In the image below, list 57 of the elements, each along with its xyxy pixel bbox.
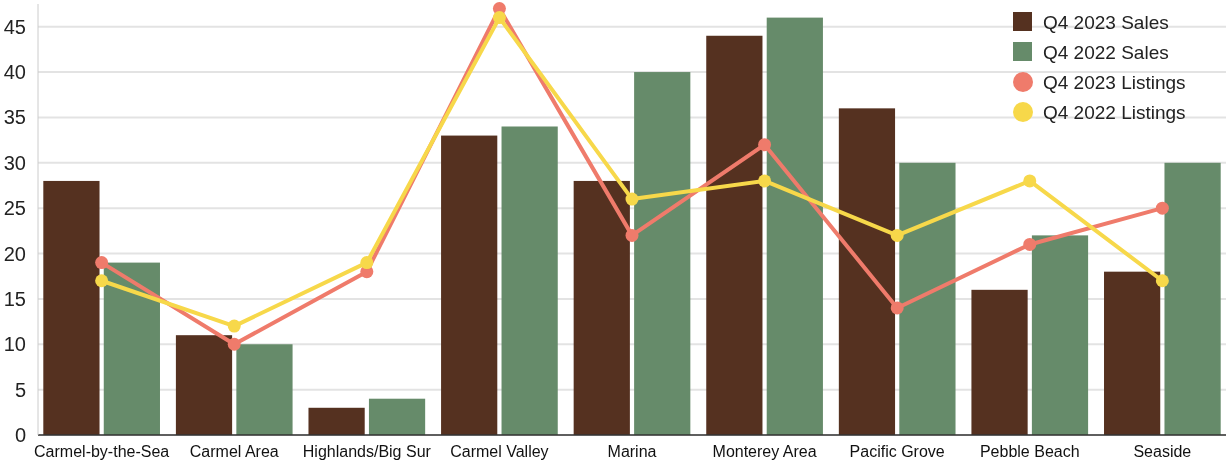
point xyxy=(890,228,904,242)
point xyxy=(492,11,506,25)
bar xyxy=(308,407,365,435)
point xyxy=(227,319,241,333)
x-tick-label: Carmel Valley xyxy=(450,443,549,460)
x-tick-label: Seaside xyxy=(1133,443,1192,460)
point xyxy=(95,274,109,288)
point xyxy=(1023,237,1037,251)
bar xyxy=(1164,162,1221,435)
point xyxy=(890,301,904,315)
bar xyxy=(501,126,558,435)
point xyxy=(625,192,639,206)
legend-label: Q4 2023 Sales xyxy=(1043,12,1169,33)
point xyxy=(227,337,241,351)
point xyxy=(360,256,374,270)
point xyxy=(1023,174,1037,188)
bar xyxy=(634,72,691,435)
bar xyxy=(971,289,1028,435)
bar xyxy=(573,180,630,435)
legend-label: Q4 2022 Listings xyxy=(1043,102,1186,123)
point xyxy=(758,174,772,188)
y-tick-label: 25 xyxy=(3,197,26,220)
x-tick-label: Pacific Grove xyxy=(849,443,945,460)
bar xyxy=(1031,235,1089,435)
y-tick-label: 40 xyxy=(3,61,26,84)
bar xyxy=(368,398,426,435)
point xyxy=(758,138,772,152)
legend-label: Q4 2022 Sales xyxy=(1043,42,1169,63)
bar xyxy=(899,162,956,435)
y-tick-label: 5 xyxy=(14,378,26,401)
y-tick-label: 10 xyxy=(3,333,26,356)
legend-label: Q4 2023 Listings xyxy=(1043,72,1186,93)
bar xyxy=(706,35,763,435)
bar xyxy=(175,335,233,435)
x-tick-label: Marina xyxy=(607,443,657,460)
point xyxy=(1155,274,1169,288)
x-tick-label: Monterey Area xyxy=(712,443,817,460)
point xyxy=(95,256,109,270)
point xyxy=(1155,201,1169,215)
x-tick-label: Highlands/Big Sur xyxy=(302,443,432,460)
x-tick-label: Pebble Beach xyxy=(979,443,1080,460)
y-tick-label: 35 xyxy=(3,106,26,129)
y-tick-label: 30 xyxy=(3,151,26,174)
point xyxy=(625,228,639,242)
y-tick-label: 20 xyxy=(3,242,26,265)
bar xyxy=(766,17,823,435)
bar xyxy=(441,135,498,435)
x-tick-label: Carmel-by-the-Sea xyxy=(34,443,170,460)
y-tick-label: 45 xyxy=(3,15,26,38)
y-tick-label: 0 xyxy=(14,424,26,446)
bar xyxy=(103,262,160,435)
bar xyxy=(838,108,896,435)
bar xyxy=(43,180,100,435)
bar xyxy=(1104,271,1161,435)
x-tick-label: Carmel Area xyxy=(189,443,279,460)
bar xyxy=(236,344,293,435)
y-tick-label: 15 xyxy=(3,287,26,310)
